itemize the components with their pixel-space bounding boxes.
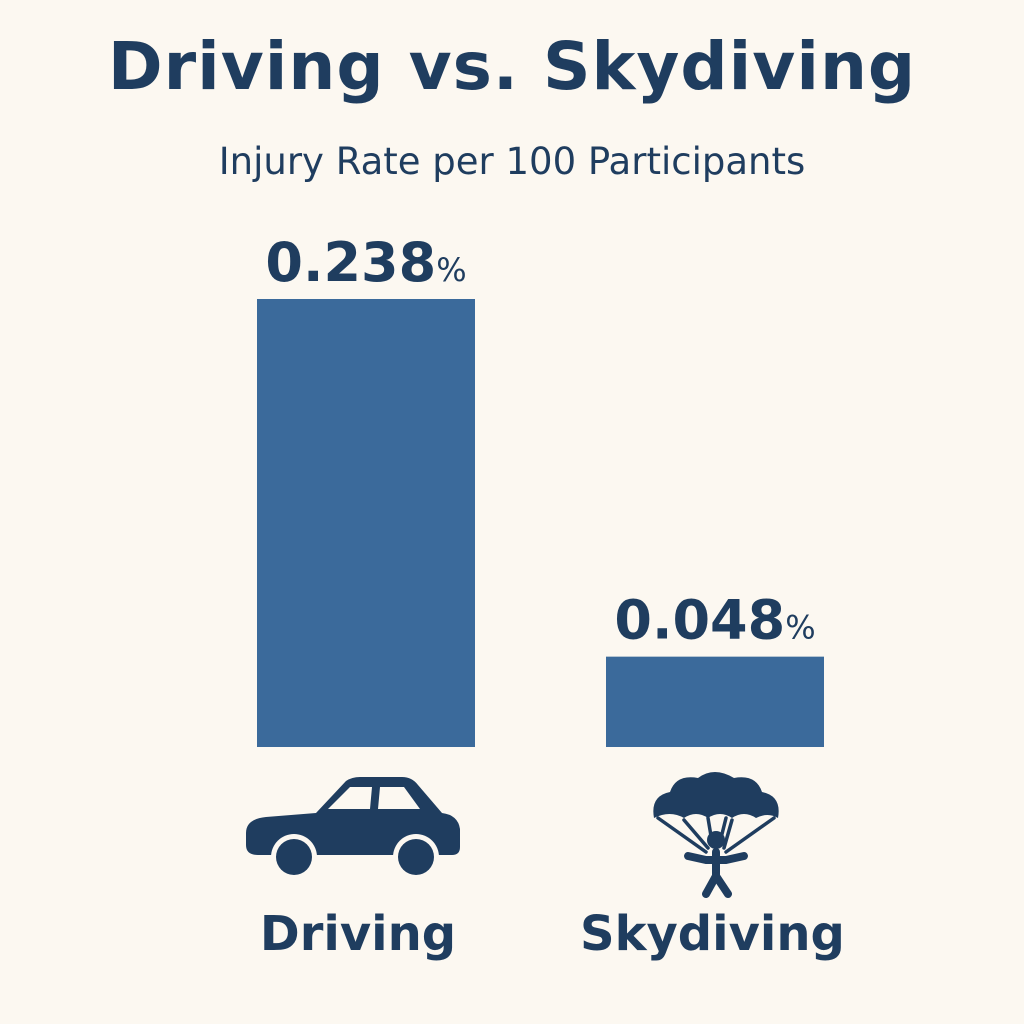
chart-subtitle: Injury Rate per 100 Participants [218,140,806,183]
car-icon [246,777,460,880]
category-label-skydiving: Skydiving [580,906,845,962]
value-label-driving: 0.238% [265,231,466,294]
parachute-icon [653,772,779,898]
chart-title: Driving vs. Skydiving [107,28,917,105]
category-label-driving: Driving [259,906,457,962]
value-label-skydiving: 0.048% [614,589,815,652]
bar-skydiving [606,656,824,747]
bar-driving [257,299,475,747]
